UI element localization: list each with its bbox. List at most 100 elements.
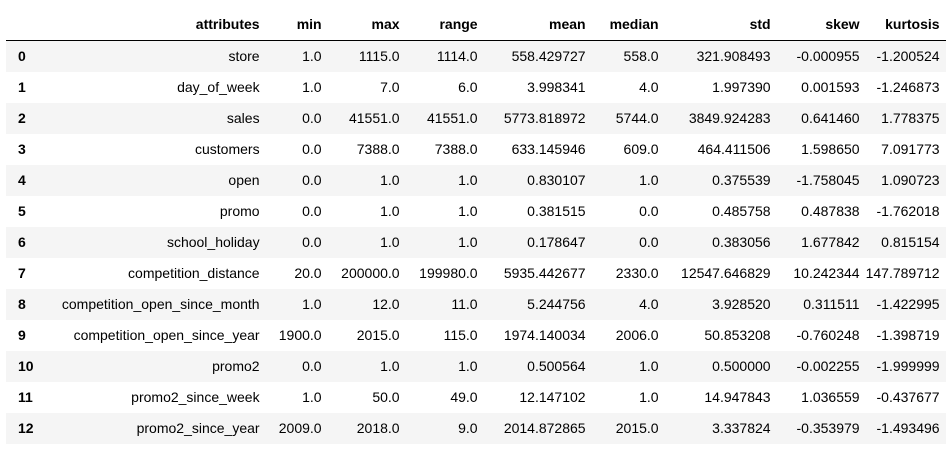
header-row: attributes min max range mean median std… [6, 9, 946, 41]
cell-std: 0.500000 [712, 358, 771, 374]
cell-max: 12.0 [372, 296, 400, 312]
row-index: 4 [18, 172, 26, 188]
cell-range: 9.0 [458, 420, 478, 436]
cell-attributes: competition_open_since_year [73, 327, 260, 343]
cell-range: 199980.0 [419, 265, 478, 281]
table-row: 5 promo 0.0 1.0 1.0 0.381515 0.0 0.485758 0.4878… [6, 196, 946, 227]
cell-range: 1.0 [458, 172, 478, 188]
cell-mean: 0.830107 [527, 172, 586, 188]
index-header [6, 9, 40, 41]
cell-kurtosis: -1.200524 [876, 48, 940, 64]
cell-min: 0.0 [302, 172, 322, 188]
cell-std: 3849.924283 [688, 110, 771, 126]
cell-skew: 1.036559 [801, 389, 860, 405]
cell-std: 0.383056 [712, 234, 771, 250]
cell-kurtosis: 1.090723 [881, 172, 940, 188]
cell-min: 1.0 [302, 48, 322, 64]
cell-max: 2018.0 [356, 420, 400, 436]
table-row: 4 open 0.0 1.0 1.0 0.830107 1.0 0.375539 -1.7580… [6, 165, 946, 196]
cell-range: 1.0 [458, 234, 478, 250]
cell-min: 1900.0 [278, 327, 322, 343]
cell-attributes: competition_distance [128, 265, 260, 281]
cell-max: 7388.0 [356, 141, 400, 157]
cell-min: 1.0 [302, 389, 322, 405]
cell-kurtosis: 147.789712 [865, 265, 940, 281]
row-index: 10 [18, 358, 34, 374]
cell-skew: 0.311511 [803, 296, 860, 312]
cell-attributes: open [228, 172, 260, 188]
column-header-min: min [265, 9, 328, 41]
column-header-std: std [664, 9, 777, 41]
table-row: 10 promo2 0.0 1.0 1.0 0.500564 1.0 0.500000 -0.0… [6, 351, 946, 382]
cell-median: 0.0 [639, 234, 659, 250]
row-index: 3 [18, 141, 26, 157]
cell-median: 2006.0 [615, 327, 659, 343]
dataframe-table: attributes min max range mean median std… [6, 9, 946, 444]
cell-skew: 0.641460 [801, 110, 860, 126]
cell-kurtosis: -1.493496 [876, 420, 940, 436]
table-header: attributes min max range mean median std… [6, 9, 946, 41]
cell-skew: 0.487838 [801, 203, 860, 219]
cell-attributes: promo2_since_year [136, 420, 260, 436]
row-index: 11 [18, 389, 33, 405]
cell-attributes: sales [226, 110, 260, 126]
cell-mean: 633.145946 [511, 141, 586, 157]
cell-skew: 1.677842 [801, 234, 860, 250]
cell-skew: -0.353979 [796, 420, 860, 436]
cell-min: 0.0 [302, 141, 322, 157]
cell-attributes: competition_open_since_month [61, 296, 260, 312]
table-row: 8 competition_open_since_month 1.0 12.0 11.0… [6, 289, 946, 320]
cell-std: 0.485758 [712, 203, 771, 219]
cell-median: 4.0 [639, 296, 659, 312]
cell-std: 1.997390 [712, 79, 771, 95]
cell-attributes: day_of_week [177, 79, 260, 95]
cell-skew: -1.758045 [796, 172, 860, 188]
cell-median: 558.0 [623, 48, 659, 64]
cell-mean: 3.998341 [527, 79, 586, 95]
cell-min: 1.0 [302, 296, 322, 312]
row-index: 7 [18, 265, 26, 281]
cell-kurtosis: -1.422995 [876, 296, 940, 312]
cell-attributes: school_holiday [166, 234, 260, 250]
table-row: 1 day_of_week 1.0 7.0 6.0 3.998341 4.0 1.997390… [6, 72, 946, 103]
cell-range: 11.0 [451, 296, 478, 312]
column-header-mean: mean [483, 9, 592, 41]
column-header-max: max [327, 9, 406, 41]
cell-kurtosis: -1.999999 [876, 358, 940, 374]
cell-range: 115.0 [443, 327, 478, 343]
cell-median: 2330.0 [615, 265, 659, 281]
cell-kurtosis: 7.091773 [881, 141, 940, 157]
table-row: 0 store 1.0 1115.0 1114.0 558.429727 558.0 321.… [6, 40, 946, 72]
cell-median: 4.0 [639, 79, 659, 95]
row-index: 0 [18, 48, 26, 64]
cell-kurtosis: -1.398719 [876, 327, 940, 343]
cell-min: 0.0 [302, 358, 322, 374]
table-row: 6 school_holiday 0.0 1.0 1.0 0.178647 0.0 0.383… [6, 227, 946, 258]
cell-median: 609.0 [623, 141, 659, 157]
cell-attributes: promo2_since_week [131, 389, 260, 405]
cell-max: 1.0 [380, 358, 400, 374]
cell-std: 14.947843 [704, 389, 771, 405]
table-row: 7 competition_distance 20.0 200000.0 199980.… [6, 258, 946, 289]
cell-mean: 0.178647 [527, 234, 586, 250]
cell-max: 200000.0 [341, 265, 400, 281]
table-row: 12 promo2_since_year 2009.0 2018.0 9.0 2014.8… [6, 413, 946, 444]
cell-median: 5744.0 [615, 110, 659, 126]
row-index: 9 [18, 327, 26, 343]
cell-range: 49.0 [450, 389, 478, 405]
cell-mean: 5773.818972 [503, 110, 586, 126]
row-index: 8 [18, 296, 26, 312]
cell-mean: 5935.442677 [503, 265, 586, 281]
cell-min: 2009.0 [278, 420, 322, 436]
cell-std: 3.337824 [712, 420, 771, 436]
cell-attributes: promo [219, 203, 260, 219]
table-row: 3 customers 0.0 7388.0 7388.0 633.145946 609.0… [6, 134, 946, 165]
cell-skew: -0.000955 [796, 48, 860, 64]
column-header-skew: skew [776, 9, 866, 41]
cell-median: 2015.0 [615, 420, 659, 436]
cell-skew: -0.002255 [796, 358, 860, 374]
cell-mean: 0.500564 [527, 358, 586, 374]
cell-range: 7388.0 [434, 141, 478, 157]
row-index: 6 [18, 234, 26, 250]
